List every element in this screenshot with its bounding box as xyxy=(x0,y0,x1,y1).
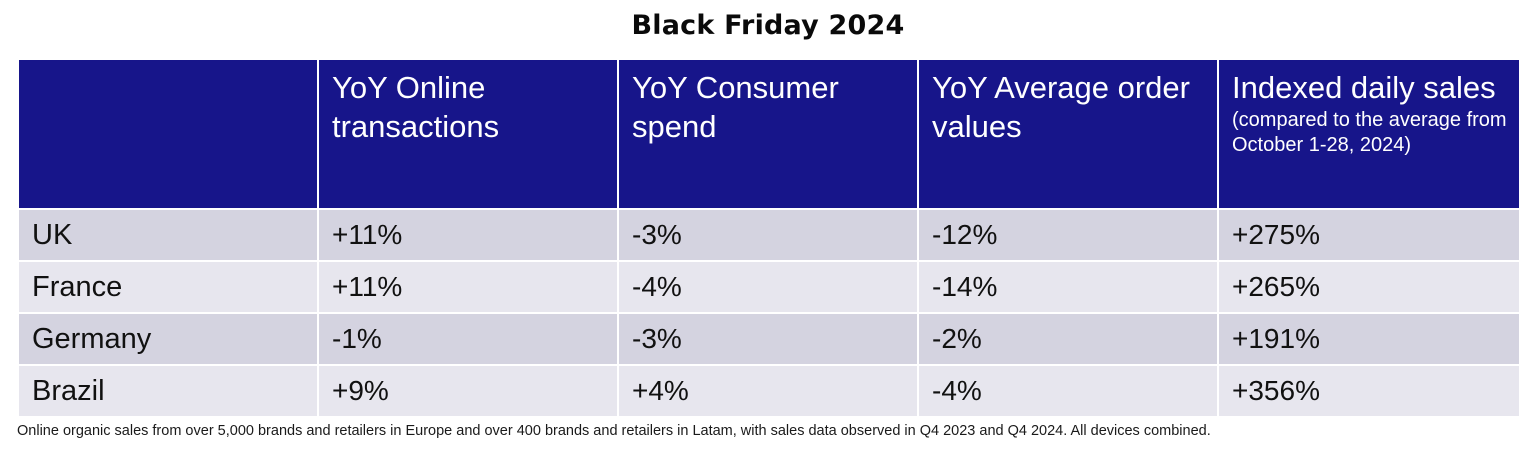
value-cell: -2% xyxy=(917,312,1219,366)
footnote: Online organic sales from over 5,000 bra… xyxy=(17,423,1211,439)
value-cell: +9% xyxy=(317,364,619,418)
results-table: YoY Online transactions YoY Consumer spe… xyxy=(17,58,1521,418)
value-cell: +191% xyxy=(1217,312,1521,366)
header-note: (compared to the average from October 1-… xyxy=(1232,109,1507,156)
value-cell: -4% xyxy=(917,364,1219,418)
table-row-france: France +11% -4% -14% +265% xyxy=(17,260,1521,314)
header-cell-empty xyxy=(17,58,319,210)
value-cell: -12% xyxy=(917,208,1219,262)
header-cell-indexed-daily-sales: Indexed daily sales (compared to the ave… xyxy=(1217,58,1521,210)
header-cell-consumer-spend: YoY Consumer spend xyxy=(617,58,919,210)
value-cell: +265% xyxy=(1217,260,1521,314)
table-row-germany: Germany -1% -3% -2% +191% xyxy=(17,312,1521,366)
table-row-uk: UK +11% -3% -12% +275% xyxy=(17,208,1521,262)
header-row: YoY Online transactions YoY Consumer spe… xyxy=(17,58,1521,210)
value-cell: -14% xyxy=(917,260,1219,314)
country-cell: Germany xyxy=(17,312,319,366)
header-label: YoY Average order values xyxy=(932,70,1190,144)
header-cell-online-transactions: YoY Online transactions xyxy=(317,58,619,210)
country-cell: UK xyxy=(17,208,319,262)
value-cell: -3% xyxy=(617,208,919,262)
header-label: Indexed daily sales xyxy=(1232,70,1496,105)
page-title: Black Friday 2024 xyxy=(631,10,905,41)
value-cell: -3% xyxy=(617,312,919,366)
value-cell: +4% xyxy=(617,364,919,418)
header-label: YoY Consumer spend xyxy=(632,70,839,144)
value-cell: -1% xyxy=(317,312,619,366)
value-cell: +11% xyxy=(317,208,619,262)
value-cell: +11% xyxy=(317,260,619,314)
value-cell: +275% xyxy=(1217,208,1521,262)
table-row-brazil: Brazil +9% +4% -4% +356% xyxy=(17,364,1521,418)
value-cell: +356% xyxy=(1217,364,1521,418)
value-cell: -4% xyxy=(617,260,919,314)
header-label: YoY Online transactions xyxy=(332,70,500,144)
country-cell: Brazil xyxy=(17,364,319,418)
country-cell: France xyxy=(17,260,319,314)
header-cell-average-order-values: YoY Average order values xyxy=(917,58,1219,210)
